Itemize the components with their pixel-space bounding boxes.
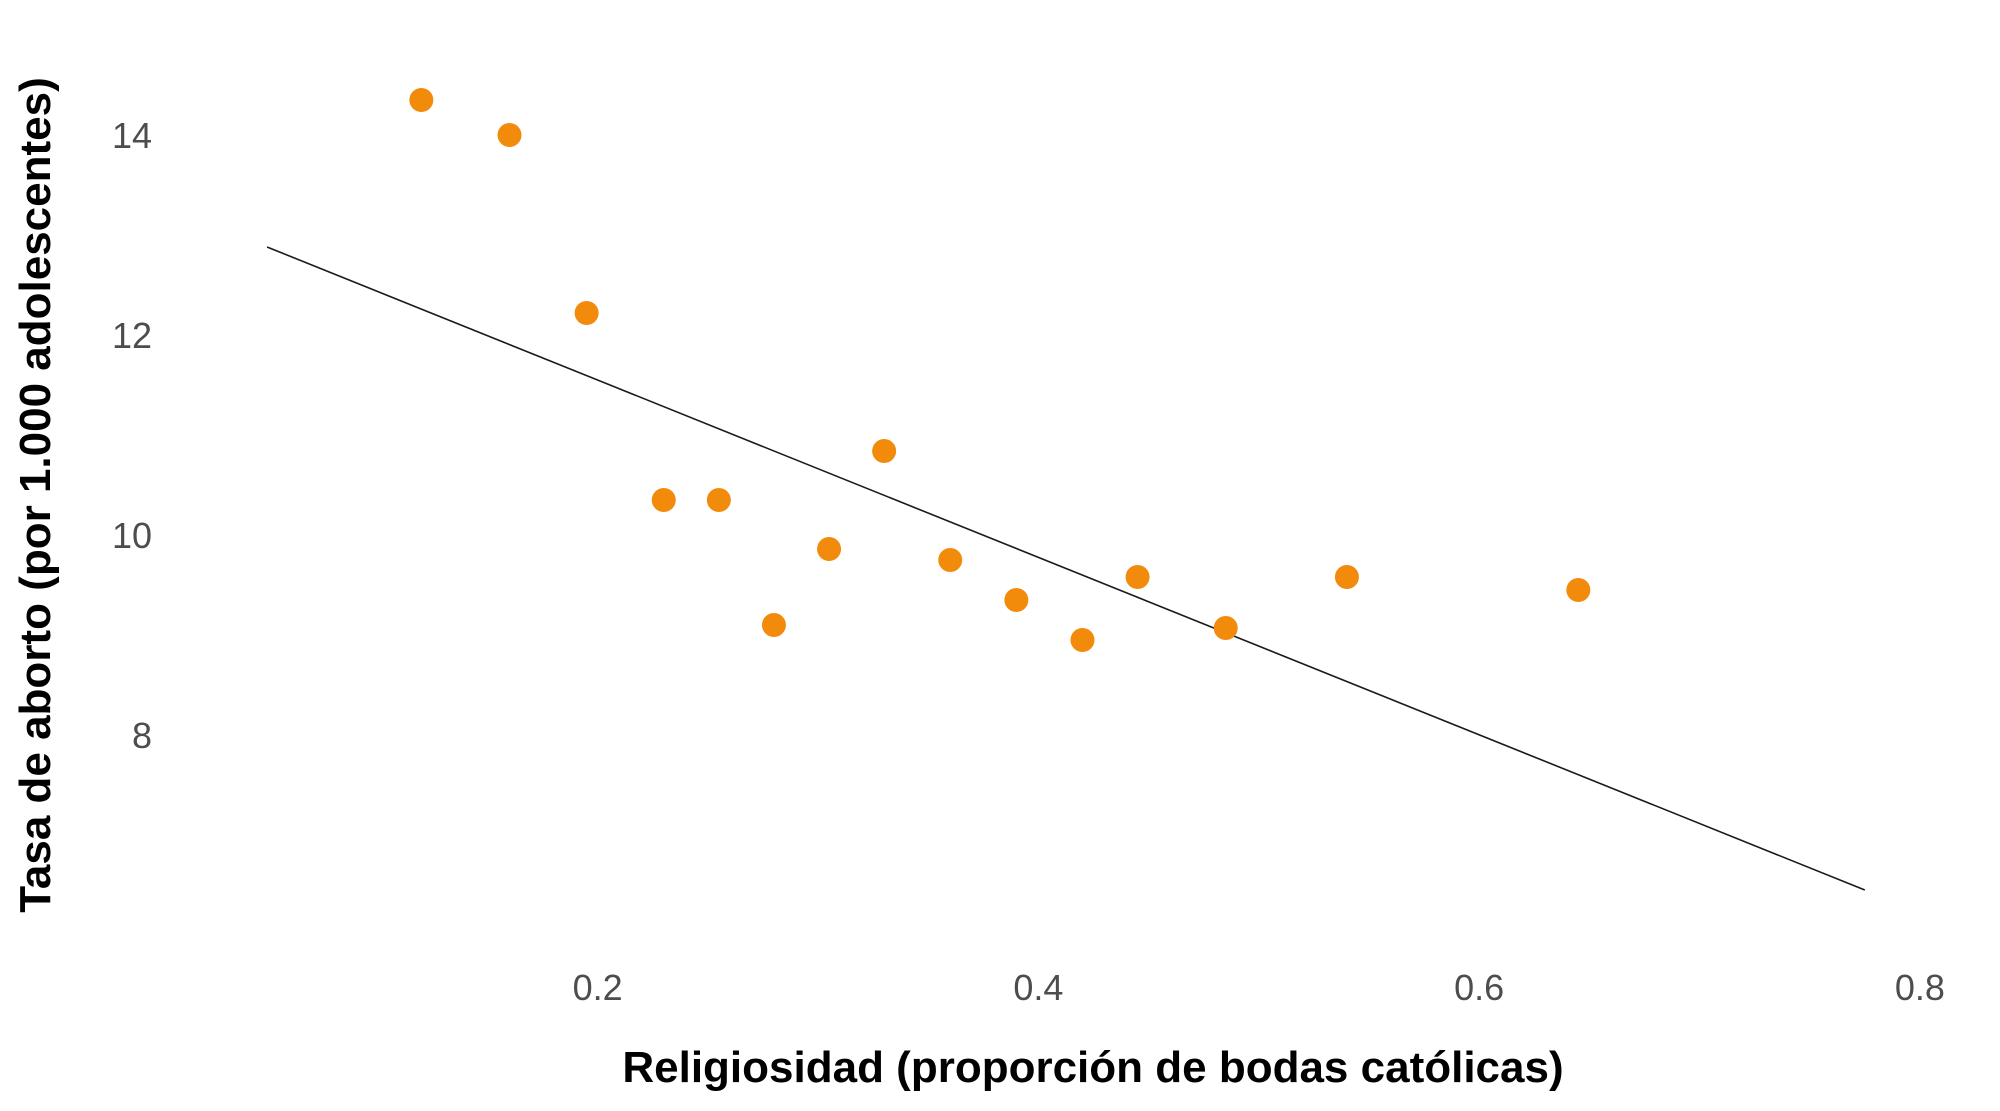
data-point — [574, 301, 599, 325]
data-point — [1004, 588, 1029, 612]
trend-line — [266, 246, 1866, 891]
data-point — [1213, 616, 1238, 640]
data-point — [1334, 565, 1359, 589]
data-point — [872, 439, 897, 463]
data-point — [1566, 578, 1591, 602]
y-tick-label: 12 — [112, 315, 152, 356]
y-axis-title: Tasa de aborto (por 1.000 adolescentes) — [11, 77, 60, 912]
data-point — [938, 548, 963, 572]
data-point — [761, 613, 786, 637]
y-axis-ticks: 8 10 12 14 — [112, 115, 152, 756]
data-points-layer — [409, 88, 1591, 652]
trend-line-layer — [266, 246, 1866, 891]
data-point — [817, 537, 842, 561]
data-point — [1125, 565, 1150, 589]
y-tick-label: 14 — [112, 115, 152, 156]
x-axis-ticks: 0.2 0.4 0.6 0.8 — [573, 967, 1945, 1008]
x-tick-label: 0.8 — [1895, 967, 1945, 1008]
x-tick-label: 0.2 — [573, 967, 623, 1008]
x-tick-label: 0.6 — [1454, 967, 1504, 1008]
x-axis-title: Religiosidad (proporción de bodas católi… — [622, 1043, 1563, 1092]
data-point — [409, 88, 434, 112]
data-point — [706, 488, 731, 512]
data-point — [651, 488, 676, 512]
data-point — [497, 123, 522, 147]
y-tick-label: 8 — [132, 715, 152, 756]
data-point — [1070, 628, 1095, 652]
x-tick-label: 0.4 — [1013, 967, 1063, 1008]
y-tick-label: 10 — [112, 515, 152, 556]
